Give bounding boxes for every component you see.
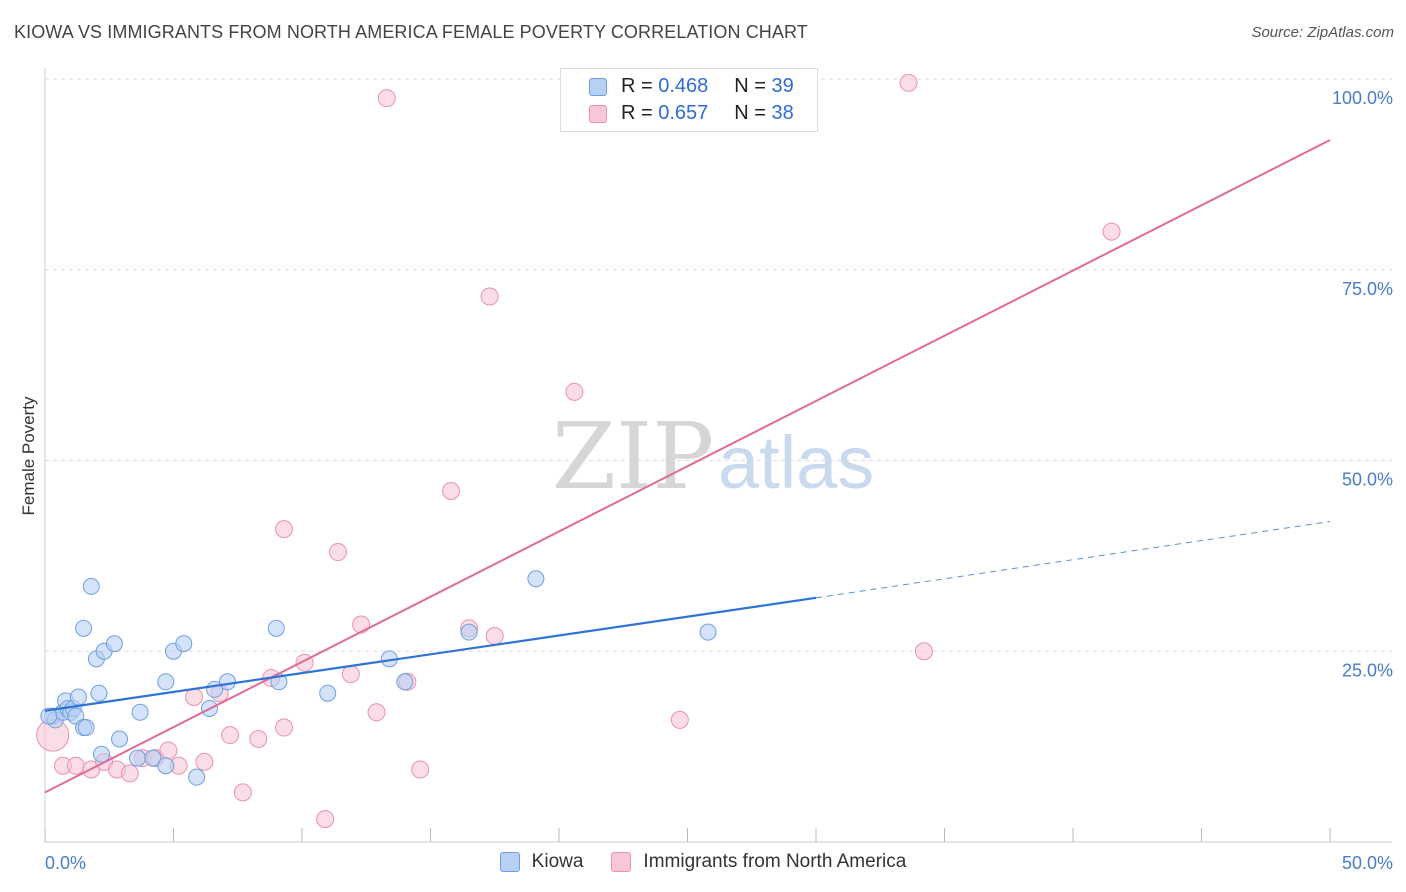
watermark-zip: ZIP — [552, 403, 714, 510]
legend-item-label: Kiowa — [531, 851, 584, 872]
legend-item-kiowa[interactable]: Kiowa — [499, 851, 584, 873]
legend-n-value: 38 — [771, 102, 794, 124]
watermark: ZIP atlas — [552, 403, 874, 510]
kiowa-point — [77, 719, 95, 737]
y-tick-label: 50.0% — [1342, 470, 1393, 490]
immigrants-point — [275, 520, 294, 539]
kiowa-point — [82, 577, 100, 595]
kiowa-point — [75, 619, 93, 637]
x-tick-label: 0.0% — [45, 853, 86, 873]
kiowa-point — [93, 745, 111, 763]
immigrants-point — [485, 626, 504, 645]
kiowa-point — [131, 703, 149, 721]
kiowa-point — [699, 623, 717, 641]
kiowa-point — [90, 684, 108, 702]
immigrants-swatch — [589, 104, 607, 123]
kiowa-point — [69, 688, 87, 706]
kiowa-point — [527, 570, 545, 588]
legend-item-label: Immigrants from North America — [643, 851, 907, 872]
legend-row-immigrants: R = 0.657 N = 38 — [561, 100, 794, 127]
immigrants-point — [316, 810, 335, 829]
immigrants-point — [480, 287, 499, 306]
kiowa-point — [396, 673, 414, 691]
kiowa-point — [40, 707, 58, 725]
series-kiowa-points — [40, 570, 717, 786]
x-tick-labels: 0.0% 50.0% — [45, 853, 1393, 873]
kiowa-swatch — [499, 852, 520, 872]
immigrants-point — [914, 642, 933, 661]
immigrants-point — [120, 764, 139, 783]
x-tick-label: 50.0% — [1342, 853, 1393, 873]
chart-title: KIOWA VS IMMIGRANTS FROM NORTH AMERICA F… — [14, 22, 808, 42]
legend-n-label: N = — [734, 102, 766, 124]
kiowa-point — [218, 673, 236, 691]
legend-row-kiowa: R = 0.468 N = 39 — [561, 73, 794, 100]
kiowa-point — [319, 684, 337, 702]
kiowa-trend-extension — [815, 521, 1331, 599]
series-legend: Kiowa Immigrants from North America — [0, 851, 1406, 873]
immigrants-trend-line — [44, 139, 1331, 794]
legend-r-label: R = — [621, 75, 653, 97]
immigrants-swatch — [611, 852, 632, 872]
immigrants-point — [328, 543, 347, 562]
immigrants-point — [195, 752, 214, 771]
trend-lines — [44, 139, 1331, 794]
legend-n-label: N = — [734, 75, 766, 97]
y-axis-label: Female Poverty — [19, 396, 38, 516]
kiowa-point — [460, 623, 478, 641]
y-tick-label: 25.0% — [1342, 660, 1393, 680]
immigrants-point — [233, 783, 252, 802]
immigrants-point — [66, 756, 85, 775]
immigrants-point — [341, 665, 360, 684]
y-tick-label: 100.0% — [1332, 88, 1393, 108]
legend-r-value: 0.468 — [658, 75, 709, 97]
kiowa-point — [175, 635, 193, 653]
immigrants-point — [565, 382, 584, 401]
legend-r-label: R = — [621, 102, 653, 124]
immigrants-point — [367, 703, 386, 722]
y-tick-labels: 25.0% 50.0% 75.0% 100.0% — [1332, 88, 1393, 680]
kiowa-point — [157, 757, 175, 775]
immigrants-point — [442, 482, 461, 501]
immigrants-point — [670, 710, 689, 729]
kiowa-point — [144, 749, 162, 767]
immigrants-point — [899, 73, 918, 92]
watermark-atlas: atlas — [718, 421, 874, 504]
kiowa-point — [188, 768, 206, 786]
legend-n-value: 39 — [771, 75, 794, 97]
kiowa-point — [111, 730, 129, 748]
immigrants-point — [1102, 222, 1121, 241]
kiowa-point — [129, 749, 147, 767]
immigrants-point — [185, 688, 204, 707]
immigrants-point — [221, 726, 240, 745]
kiowa-point — [267, 619, 285, 637]
immigrants-point — [249, 729, 268, 748]
immigrants-point — [352, 615, 371, 634]
kiowa-trend-line — [44, 596, 817, 712]
source-label: Source: ZipAtlas.com — [1251, 24, 1394, 41]
grid-lines — [45, 78, 1392, 652]
immigrants-point — [411, 760, 430, 779]
kiowa-swatch — [589, 77, 607, 96]
immigrants-point — [159, 741, 178, 760]
y-tick-label: 75.0% — [1342, 279, 1393, 299]
kiowa-point — [105, 635, 123, 653]
immigrants-point — [275, 718, 294, 737]
immigrants-point — [377, 89, 396, 108]
legend-r-value: 0.657 — [658, 102, 709, 124]
correlation-legend: R = 0.468 N = 39 R = 0.657 N = 38 — [560, 68, 818, 132]
kiowa-point — [157, 673, 175, 691]
legend-item-immigrants[interactable]: Immigrants from North America — [611, 851, 906, 873]
